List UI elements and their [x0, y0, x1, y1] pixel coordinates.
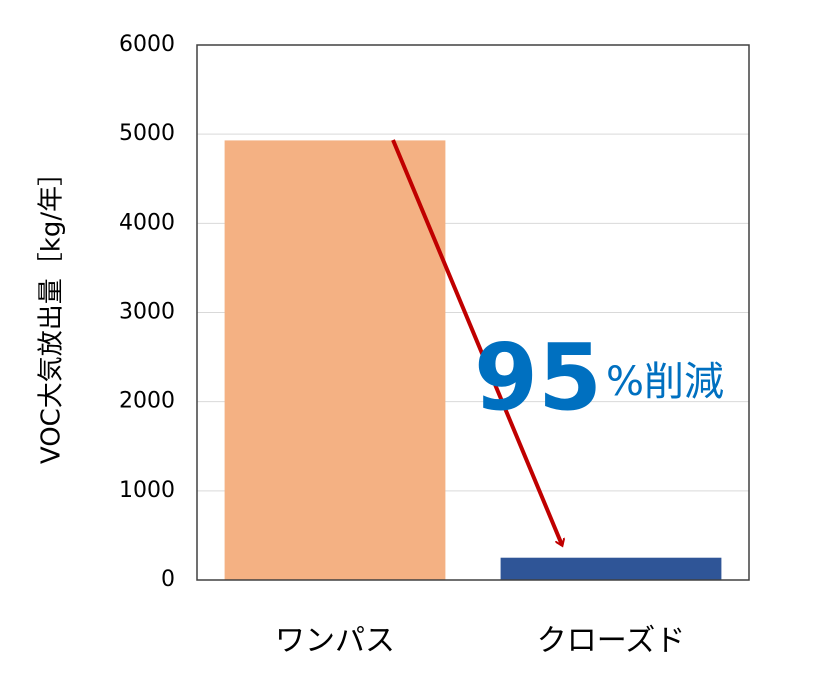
x-tick-label: ワンパス: [275, 624, 395, 659]
plot-border: [196, 44, 750, 581]
annotation: 95 %削減: [474, 324, 724, 431]
bar: [224, 140, 446, 581]
bar: [500, 557, 722, 580]
y-tick-label: 6000: [119, 32, 175, 57]
y-tick-label: 1000: [119, 478, 175, 503]
y-tick-label: 0: [161, 567, 175, 592]
y-tick-label: 5000: [119, 121, 175, 146]
y-axis-label: VOC大気放出量［kg/年］: [37, 160, 67, 464]
x-tick-label: クローズド: [537, 624, 686, 659]
y-tick-label: 2000: [119, 389, 175, 414]
annotation-number: 95: [474, 324, 602, 431]
reduction-arrow: [391, 139, 562, 545]
annotation-text: %削減: [606, 359, 724, 405]
y-tick-label: 4000: [119, 210, 175, 235]
y-tick-label: 3000: [119, 300, 175, 325]
